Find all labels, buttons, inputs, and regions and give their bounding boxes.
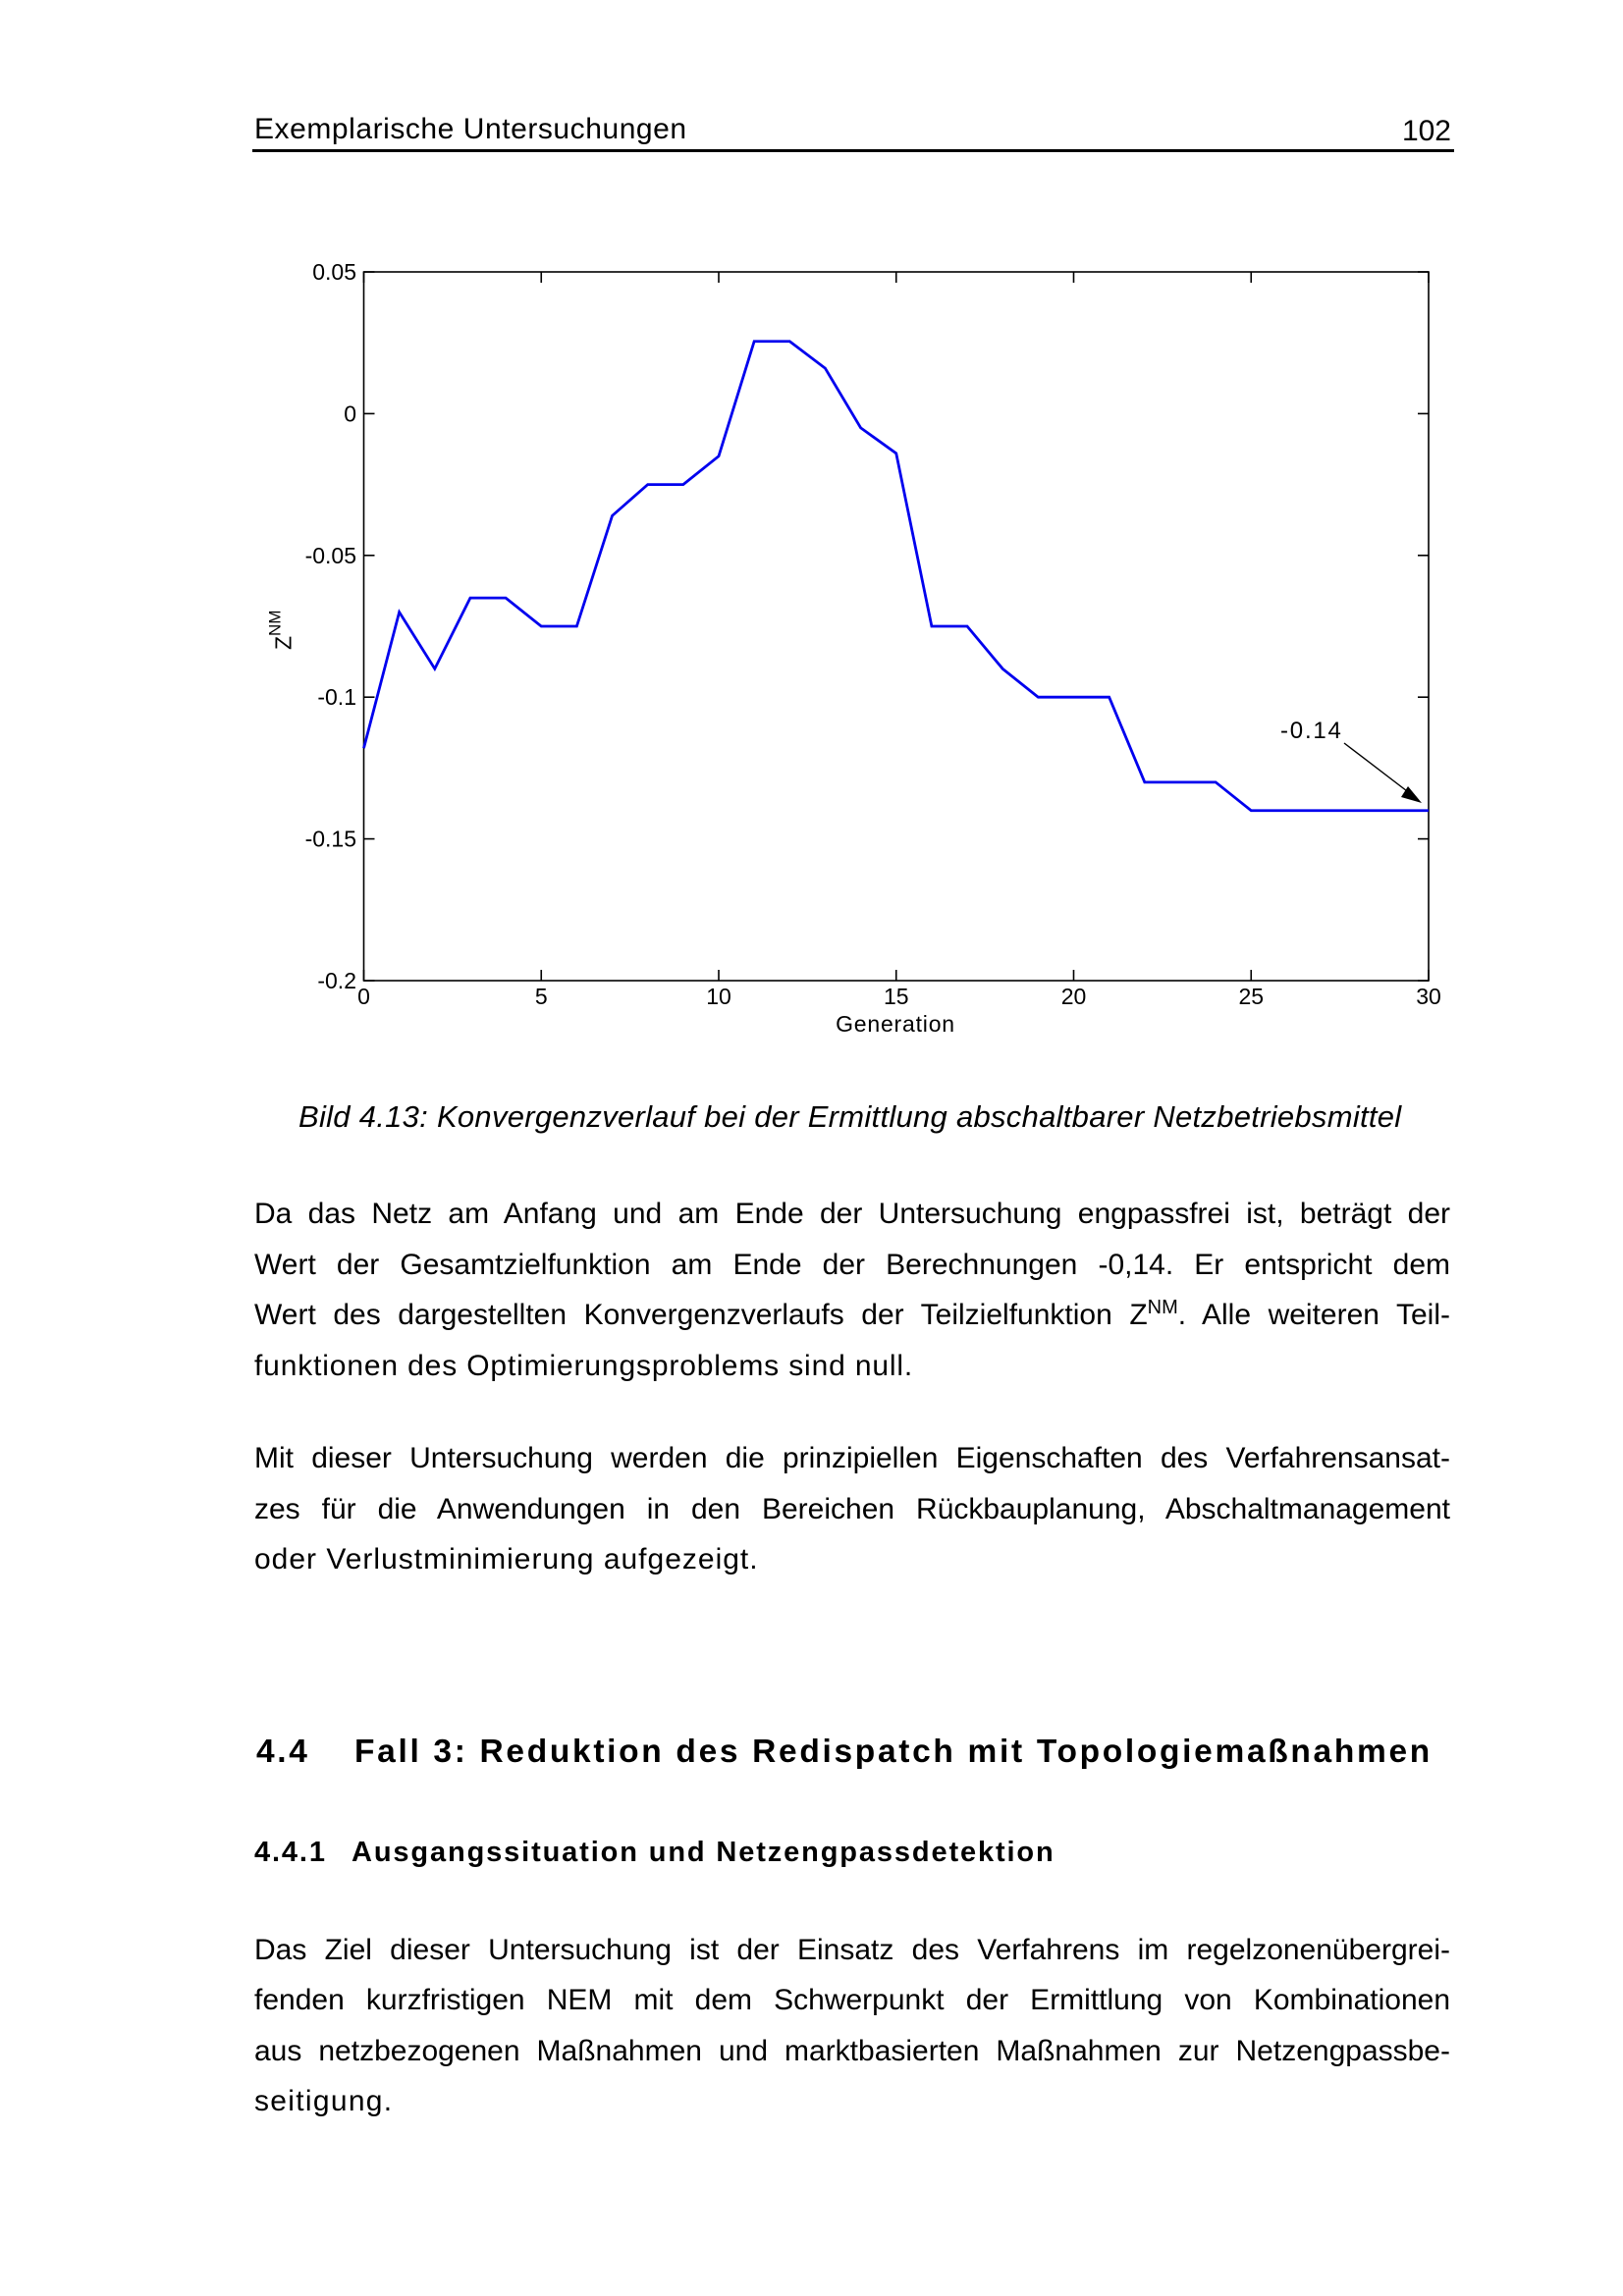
svg-text:-0.2: -0.2: [317, 968, 356, 993]
svg-text:30: 30: [1416, 984, 1441, 1009]
svg-text:-0.14: -0.14: [1280, 718, 1343, 744]
svg-text:-0.1: -0.1: [317, 684, 356, 710]
svg-text:5: 5: [535, 984, 548, 1009]
svg-text:Generation: Generation: [836, 1011, 955, 1037]
svg-text:-0.05: -0.05: [305, 543, 356, 568]
svg-text:-0.15: -0.15: [305, 827, 356, 852]
svg-text:25: 25: [1238, 984, 1264, 1009]
svg-text:0: 0: [357, 984, 370, 1009]
svg-text:10: 10: [706, 984, 731, 1009]
svg-text:ZNM: ZNM: [266, 610, 297, 650]
svg-text:20: 20: [1061, 984, 1087, 1009]
svg-text:15: 15: [884, 984, 909, 1009]
svg-text:0: 0: [344, 400, 356, 426]
svg-text:0.05: 0.05: [312, 259, 356, 285]
